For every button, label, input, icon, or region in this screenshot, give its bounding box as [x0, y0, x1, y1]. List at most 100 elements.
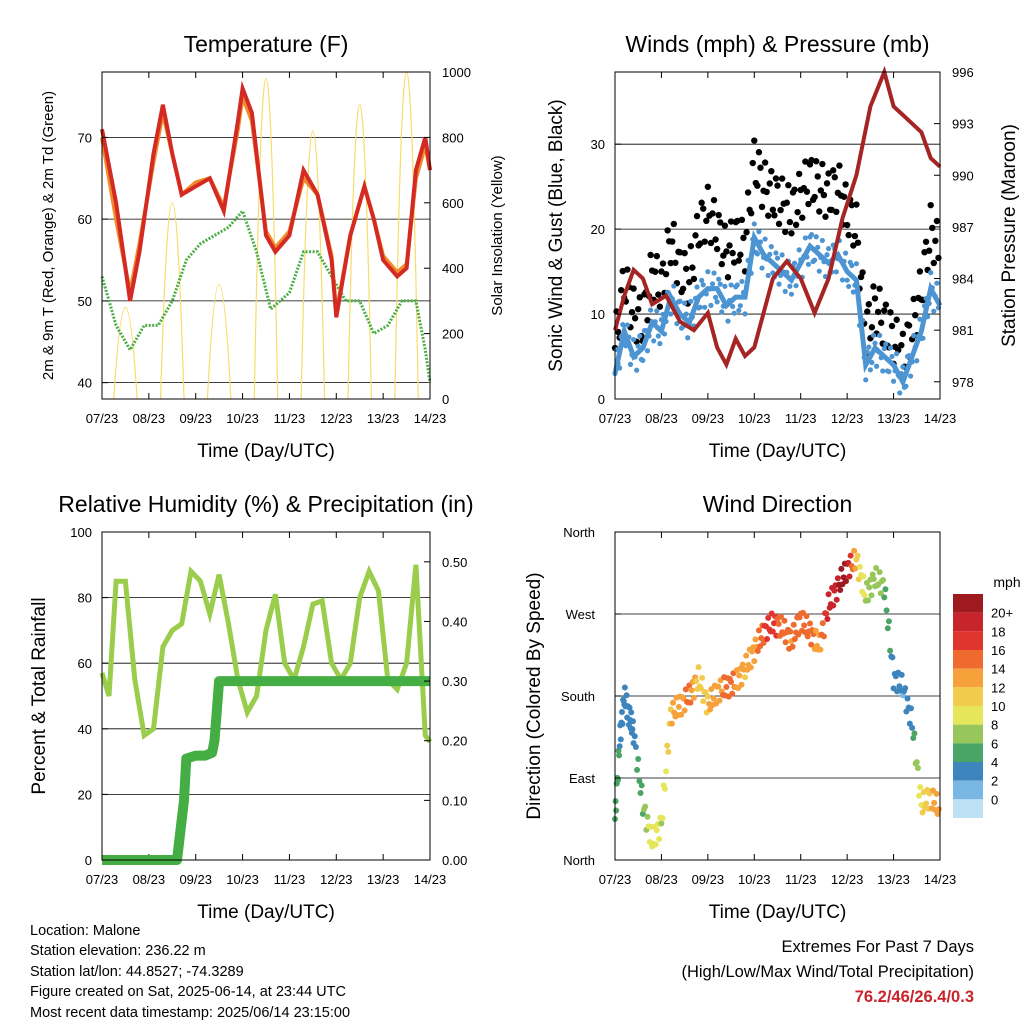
x-tick-label-4-0: 07/23: [599, 872, 632, 887]
panel-1: Temperature (F) Time (Day/UTC) 07/23 08/23 0…: [40, 31, 506, 462]
wind-point-19-2: [791, 260, 798, 266]
direction-point-5-0: [639, 810, 646, 817]
legend-swatch-2: [953, 631, 983, 650]
wind-point-15-4: [757, 239, 764, 245]
gust-point-17-3: [774, 182, 781, 189]
wind-point-9-1: [697, 304, 703, 310]
wind-point-17-3: [774, 255, 781, 261]
x-tick-label-4-7: 14/23: [924, 872, 957, 887]
wind-point-29-3: [886, 369, 892, 375]
gust-point-19-4: [794, 208, 801, 216]
wind-point-30-0: [890, 378, 897, 384]
wind-point-25-3: [849, 262, 855, 269]
gust-point-18-4: [785, 182, 792, 189]
wind-point-11-5: [722, 283, 728, 289]
gust-point-20-4: [803, 188, 811, 195]
y-tick-label-2-3: 30: [591, 137, 605, 152]
gust-point-32-2: [912, 311, 919, 319]
wind-point-32-1: [911, 333, 917, 339]
gust-point-5-1: [659, 260, 667, 267]
wind-point-28-2: [875, 348, 881, 354]
x-tick-label-4-5: 12/23: [831, 872, 864, 887]
wind-point-8-5: [694, 284, 700, 290]
gust-point-11-1: [715, 211, 722, 219]
gust-point-9-2: [698, 199, 705, 206]
gust-point-11-0: [713, 245, 721, 253]
gust-point-6-1: [669, 238, 676, 245]
panel-3: Relative Humidity (%) & Precipitation (i…: [29, 491, 474, 923]
wind-point-26-2: [856, 322, 863, 328]
wind-point-4-3: [654, 308, 660, 314]
gust-point-1-5: [628, 308, 636, 316]
gust-point-9-4: [701, 238, 708, 245]
wind-point-16-5: [768, 244, 774, 250]
direction-point-25-4: [830, 602, 837, 609]
y2-tick-label-1-1: 200: [442, 327, 464, 342]
wind-point-5-2: [661, 331, 668, 337]
direction-point-34-7: [917, 784, 924, 791]
gust-point-17-4: [775, 220, 783, 228]
direction-point-18-0: [760, 639, 767, 646]
wind-point-8-1: [688, 298, 694, 304]
wind-point-30-4: [897, 390, 903, 396]
y-tick-label-2-1: 10: [591, 307, 605, 322]
direction-point-33-4: [904, 695, 911, 702]
wind-point-6-1: [669, 296, 675, 302]
gust-point-28-2: [874, 308, 882, 316]
gust-point-7-4: [682, 265, 690, 272]
legend-label-3: 14: [991, 662, 1005, 677]
direction-point-36-7: [935, 806, 942, 813]
wind-point-17-2: [773, 250, 779, 256]
speed-legend: mph 20+ 18 16 14 12 10 8 6 4 2 0: [953, 574, 1021, 818]
gust-point-10-4: [710, 196, 718, 204]
y2-tick-label-1-0: 0: [442, 392, 449, 407]
direction-point-0-7: [616, 752, 623, 759]
panel-4: Wind Direction Time (Day/UTC) 07/23 08/23 09…: [524, 491, 1021, 923]
direction-point-28-7: [861, 592, 868, 599]
wind-point-33-3: [923, 295, 929, 302]
legend-label-7: 6: [991, 736, 998, 751]
direction-point-27-3: [847, 552, 854, 559]
wind-point-34-3: [932, 293, 938, 299]
direction-point-15-6: [739, 661, 746, 668]
wind-point-27-3: [867, 367, 873, 373]
gust-point-21-3: [811, 193, 818, 201]
direction-point-16-5: [747, 664, 754, 671]
wind-point-26-1: [855, 289, 861, 295]
gust-point-8-5: [693, 212, 701, 220]
wind-point-17-5: [777, 272, 784, 279]
y-tick-label-4-0: North: [563, 853, 595, 868]
wind-point-20-5: [805, 261, 812, 267]
solar-series-16: [347, 104, 373, 400]
gust-point-31-0: [899, 330, 907, 338]
wind-point-3-2: [643, 327, 649, 334]
direction-point-6-6: [656, 835, 663, 842]
gust-point-23-0: [825, 170, 832, 177]
direction-point-21-3: [791, 635, 798, 642]
temp-9m-series: [100, 95, 432, 314]
gust-point-29-5: [888, 322, 896, 330]
y2-tick-label-3-1: 0.10: [442, 793, 467, 808]
direction-point-10-6: [693, 678, 700, 685]
legend-swatch-7: [953, 724, 983, 744]
gust-point-29-1: [882, 301, 890, 308]
gust-point-26-4: [859, 269, 866, 276]
wind-point-2-3: [635, 343, 641, 349]
direction-point-18-3: [764, 635, 771, 642]
wind-point-5-1: [660, 311, 666, 317]
wind-point-28-1: [873, 363, 880, 369]
wind-point-12-2: [726, 297, 733, 304]
x-tick-label-2-5: 12/23: [831, 411, 864, 426]
wind-point-33-1: [920, 335, 926, 341]
direction-point-8-1: [668, 720, 675, 727]
direction-point-25-0: [825, 591, 832, 598]
legend-swatch-6: [953, 706, 983, 725]
wind-point-11-2: [717, 281, 723, 287]
wind-point-2-0: [630, 336, 637, 343]
wind-point-30-5: [898, 370, 904, 377]
direction-point-26-7: [842, 578, 849, 585]
wind-point-19-0: [788, 291, 795, 297]
wind-point-18-3: [784, 269, 790, 275]
direction-point-36-5: [933, 790, 940, 797]
wind-point-9-5: [703, 291, 709, 297]
